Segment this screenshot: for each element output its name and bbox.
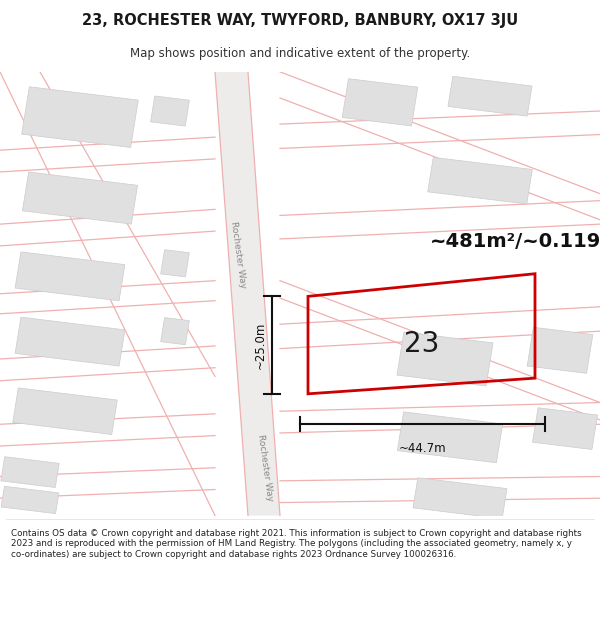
Text: Contains OS data © Crown copyright and database right 2021. This information is : Contains OS data © Crown copyright and d… xyxy=(11,529,581,559)
Text: Rochester Way: Rochester Way xyxy=(256,434,274,502)
Text: 23, ROCHESTER WAY, TWYFORD, BANBURY, OX17 3JU: 23, ROCHESTER WAY, TWYFORD, BANBURY, OX1… xyxy=(82,12,518,28)
Polygon shape xyxy=(15,317,125,366)
Text: ~44.7m: ~44.7m xyxy=(398,442,446,454)
Polygon shape xyxy=(428,158,532,204)
Text: ~481m²/~0.119ac.: ~481m²/~0.119ac. xyxy=(430,232,600,251)
Polygon shape xyxy=(161,250,190,277)
Text: Rochester Way: Rochester Way xyxy=(229,221,247,289)
Polygon shape xyxy=(342,79,418,126)
Polygon shape xyxy=(22,172,137,224)
Text: Map shows position and indicative extent of the property.: Map shows position and indicative extent… xyxy=(130,48,470,61)
Polygon shape xyxy=(527,328,593,373)
Polygon shape xyxy=(1,486,59,514)
Polygon shape xyxy=(215,72,280,516)
Polygon shape xyxy=(13,388,117,434)
Text: ~25.0m: ~25.0m xyxy=(254,321,266,369)
Polygon shape xyxy=(151,96,190,126)
Polygon shape xyxy=(15,252,125,301)
Text: 23: 23 xyxy=(404,330,439,358)
Polygon shape xyxy=(448,76,532,116)
Polygon shape xyxy=(161,318,190,345)
Polygon shape xyxy=(22,87,138,148)
Polygon shape xyxy=(533,408,598,449)
Polygon shape xyxy=(397,412,503,462)
Polygon shape xyxy=(1,457,59,488)
Polygon shape xyxy=(413,478,507,519)
Polygon shape xyxy=(397,332,493,386)
